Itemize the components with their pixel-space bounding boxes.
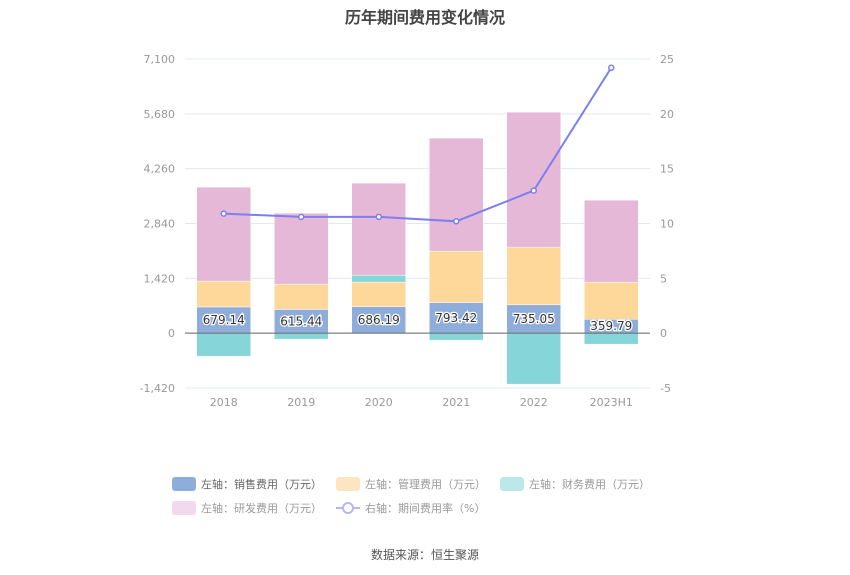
left-axis-tick-label: 4,260 bbox=[144, 163, 176, 176]
legend-item-finance[interactable]: 左轴：财务费用（万元） bbox=[500, 476, 650, 492]
data-source: 数据来源：恒生聚源 bbox=[370, 548, 479, 562]
left-axis-tick-label: 5,680 bbox=[144, 108, 176, 121]
x-axis-tick-label: 2018 bbox=[210, 396, 238, 409]
bar-rd bbox=[196, 186, 251, 282]
x-axis-tick-label: 2022 bbox=[520, 396, 548, 409]
left-axis-tick-label: 1,420 bbox=[144, 272, 176, 285]
x-axis-tick-label: 2021 bbox=[442, 396, 470, 409]
legend-item-rd[interactable]: 左轴：研发费用（万元） bbox=[172, 500, 322, 516]
right-axis-tick-label: 25 bbox=[660, 53, 674, 66]
legend-label-expense-ratio: 右轴：期间费用率（%） bbox=[365, 502, 486, 515]
x-axis-tick-label: 2019 bbox=[287, 396, 315, 409]
bar-finance bbox=[506, 332, 561, 385]
left-axis-tick-label: -1,420 bbox=[140, 382, 175, 395]
legend-swatch-finance bbox=[500, 477, 524, 491]
legend-item-sales[interactable]: 左轴：销售费用（万元） bbox=[172, 476, 322, 492]
sales-data-label: 686.19 bbox=[358, 313, 400, 327]
bar-admin bbox=[429, 250, 484, 303]
bar-admin bbox=[196, 280, 251, 308]
right-axis-tick-label: 20 bbox=[660, 108, 674, 121]
left-axis-tick-label: 2,840 bbox=[144, 218, 176, 231]
right-axis-tick-label: 5 bbox=[660, 272, 667, 285]
bar-rd bbox=[274, 212, 329, 285]
legend-label-rd: 左轴：研发费用（万元） bbox=[201, 502, 322, 515]
chart-plot: -1,420 0 1,420 2,840 4,260 5,680 7,100 -5 0 5 10 15… bbox=[140, 53, 674, 409]
bar-finance bbox=[351, 274, 406, 283]
bar-admin bbox=[274, 283, 329, 310]
bar-rd bbox=[506, 111, 561, 248]
legend-item-expense-ratio[interactable]: 右轴：期间费用率（%） bbox=[336, 500, 485, 516]
bar-rd bbox=[584, 199, 639, 283]
legend-swatch-admin bbox=[336, 477, 360, 491]
left-axis-tick-label: 0 bbox=[168, 327, 175, 340]
x-axis-tick-label: 2023H1 bbox=[590, 396, 633, 409]
bar-admin bbox=[351, 281, 406, 307]
legend-line-circle-icon bbox=[336, 501, 360, 515]
expense-ratio-point bbox=[608, 64, 615, 72]
expense-ratio-point bbox=[220, 210, 227, 217]
bar-finance bbox=[274, 332, 329, 340]
right-axis-tick-label: -5 bbox=[660, 382, 671, 395]
legend-label-finance: 左轴：财务费用（万元） bbox=[529, 478, 650, 491]
expense-ratio-line bbox=[223, 67, 613, 223]
right-axis-tick-label: 10 bbox=[660, 218, 674, 231]
sales-data-label: 793.42 bbox=[435, 311, 477, 325]
sales-data-label: 735.05 bbox=[513, 312, 555, 326]
left-axis-tick-label: 7,100 bbox=[144, 53, 176, 66]
bar-admin bbox=[506, 246, 561, 306]
expense-ratio-point bbox=[298, 213, 305, 221]
x-axis-tick-label: 2020 bbox=[365, 396, 393, 409]
expense-ratio-point bbox=[375, 213, 382, 221]
sales-data-label: 679.14 bbox=[203, 313, 245, 327]
bar-rd bbox=[429, 137, 484, 252]
legend-label-admin: 左轴：管理费用（万元） bbox=[365, 478, 486, 491]
sales-data-label: 615.44 bbox=[280, 314, 322, 328]
sales-data-label: 359.79 bbox=[590, 319, 632, 333]
legend-item-admin[interactable]: 左轴：管理费用（万元） bbox=[336, 476, 486, 492]
chart-title: 历年期间费用变化情况 bbox=[344, 8, 505, 27]
bar-admin bbox=[584, 281, 639, 320]
right-axis-tick-label: 15 bbox=[660, 163, 674, 176]
legend-swatch-rd bbox=[172, 501, 196, 515]
legend: 左轴：销售费用（万元） 左轴：管理费用（万元） 左轴：财务费用（万元） 左轴：研… bbox=[172, 472, 712, 520]
bar-rd bbox=[351, 182, 406, 276]
legend-swatch-sales bbox=[172, 477, 196, 491]
bar-finance bbox=[584, 332, 639, 345]
legend-label-sales: 左轴：销售费用（万元） bbox=[201, 478, 322, 491]
expense-ratio-point bbox=[530, 187, 537, 194]
expense-ratio-point bbox=[453, 218, 460, 225]
bar-finance bbox=[196, 332, 251, 357]
right-axis-tick-label: 0 bbox=[660, 327, 667, 340]
bar-finance bbox=[429, 332, 484, 341]
